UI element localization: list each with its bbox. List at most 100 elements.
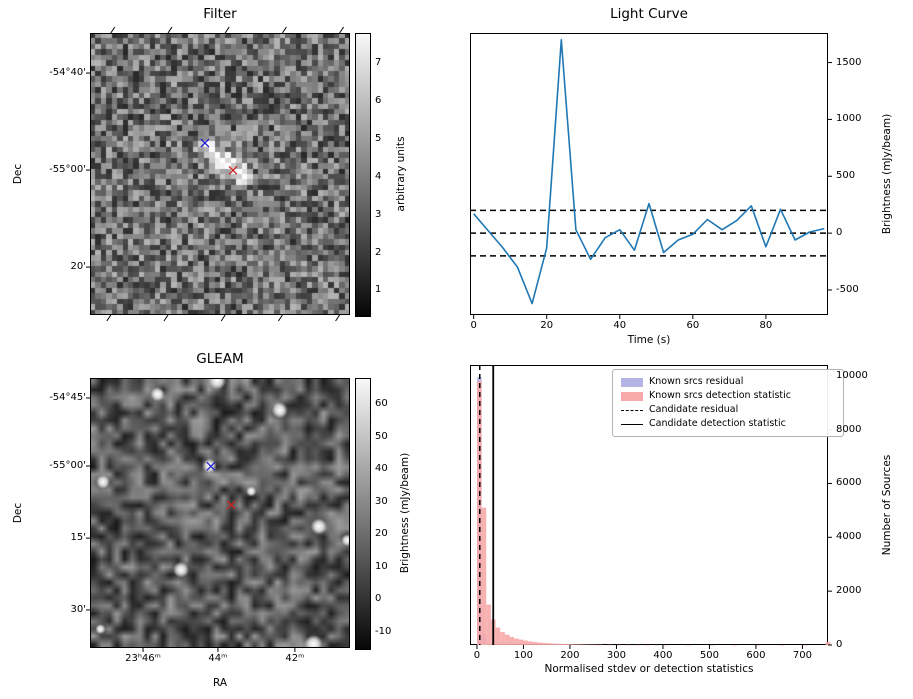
stat-tick-label: 100 [513,650,533,661]
hist-bar [509,636,515,645]
light-curve-title: Light Curve [610,6,688,22]
stat-tick-label: 200 [560,650,580,661]
legend-label: Candidate residual [649,404,739,415]
count-tick-label: 2000 [836,585,862,596]
hist-bar [542,642,547,645]
stat-tick-label: 400 [653,650,673,661]
hist-bar [546,643,552,645]
hist-bar [607,644,612,646]
filter-axes [86,26,350,322]
stat-tick-label: 0 [473,650,481,661]
colorbar-tick-label: 3 [375,209,382,220]
hist-bar [644,644,649,646]
light-curve-plot [470,33,832,319]
time-tick-label: 60 [686,320,700,331]
gleam-ylabel: Dec [12,502,24,524]
hist-bar [537,642,543,645]
ra-tick-label: 44ᵐ [208,653,228,664]
filter-colorbar-label: arbitrary units [395,136,407,212]
hist-bar [779,644,784,646]
brightness-tick-label: 0 [836,227,843,238]
hist-bar [653,644,659,646]
brightness-tick-label: 1000 [836,113,862,124]
colorbar-tick-label: 4 [375,171,382,182]
hist-bar [528,641,533,645]
hist-bar [686,644,691,646]
filter-title: Filter [203,6,237,22]
known-srcs-residual-swatch [621,377,643,387]
x-marker [206,461,216,471]
dec-tick-label: -55°00' [49,460,86,471]
hist-bar [755,644,761,646]
colorbar-tick-label: 6 [375,95,382,106]
colorbar-tick-label: 7 [375,57,382,68]
hist-bar [635,644,640,646]
brightness-tick-label: -500 [836,284,859,295]
hist-bar [825,642,831,645]
light-curve-line [473,39,825,305]
count-tick-label: 10000 [836,370,868,381]
hist-bar [569,644,575,645]
dec-tick-label: -55°00' [49,164,86,175]
brightness-tick-label: 500 [836,170,856,181]
histogram-plot [470,365,832,649]
legend-label: Known srcs residual [649,376,744,387]
colorbar-tick-label: 60 [375,398,388,409]
hist-bar [625,644,631,646]
stat-tick-label: 300 [606,650,626,661]
hist-bar [662,644,668,646]
hist-bar [514,638,519,645]
count-tick-label: 8000 [836,424,862,435]
x-marker [228,165,238,175]
gleam-title: GLEAM [196,351,244,367]
x-marker [200,138,210,148]
hist-bar [504,634,510,645]
colorbar-tick-label: 30 [375,496,388,507]
hist-bar [518,639,524,645]
hist-bar [556,643,561,645]
hist-bar [709,644,715,646]
legend-row: Known srcs detection statistic [621,389,835,403]
light-curve-xlabel: Time (s) [627,334,671,346]
hist-bar [481,507,487,645]
gleam-axes [86,378,350,652]
time-tick-label: 0 [470,320,477,331]
hist-bar [486,604,491,645]
gleam-colorbar [355,378,371,650]
histogram-xlabel: Normalised stdev or detection statistics [544,663,754,675]
candidate-residual-swatch [621,409,643,411]
legend-label: Candidate detection statistic [649,418,786,429]
known-srcs-detection-swatch [621,391,643,401]
hist-bar [532,642,538,645]
hist-bar [495,627,501,645]
gleam-colorbar-label: Brightness (mJy/beam) [399,452,411,574]
dec-tick-label: -54°45' [49,392,86,403]
stat-tick-label: 700 [792,650,812,661]
hist-bar [574,644,580,645]
legend-row: Candidate residual [621,403,835,417]
count-tick-label: 4000 [836,531,862,542]
filter-image [90,33,350,315]
colorbar-tick-label: 1 [375,284,382,295]
time-tick-label: 40 [613,320,627,331]
ra-tick-label: 23ʰ46ᵐ [125,653,161,664]
colorbar-tick-label: 20 [375,528,388,539]
filter-colorbar [355,33,371,317]
legend-label: Known srcs detection statistic [649,390,791,401]
colorbar-tick-label: 2 [375,247,382,258]
hist-bar [579,644,584,645]
hist-bar [597,644,603,646]
colorbar-tick-label: 10 [375,561,388,572]
count-tick-label: 0 [836,639,843,650]
hist-bar [523,640,529,645]
time-tick-label: 20 [540,320,554,331]
gleam-image [90,378,350,648]
legend-row: Candidate detection statistic [621,417,835,431]
brightness-tick-label: 1500 [836,57,862,68]
hist-bar [802,644,808,646]
time-tick-label: 80 [759,320,773,331]
colorbar-tick-label: 5 [375,133,382,144]
colorbar-tick-label: 40 [375,463,388,474]
dec-tick-label: 30' [70,604,86,615]
